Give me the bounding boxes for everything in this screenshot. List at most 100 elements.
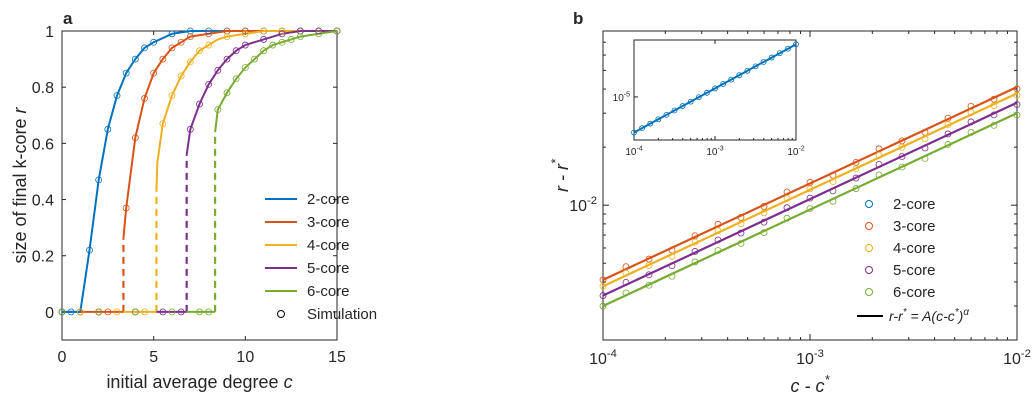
legend-label-4-core: 4-core [893, 240, 936, 257]
sim-point-2-core [168, 30, 176, 38]
data-point-6-core [829, 197, 837, 205]
inset-data-point-2-core [776, 50, 783, 57]
data-point-5-core [622, 278, 630, 286]
sim-point-6-core [333, 27, 341, 35]
sim-point-3-core [104, 308, 112, 316]
theory-curve-3-core [122, 30, 337, 239]
sim-point-6-core [260, 47, 268, 55]
data-point-6-core [990, 121, 998, 129]
legend-label-3-core: 3-core [893, 218, 936, 235]
fit-line-5-core [602, 101, 1018, 297]
inset-data-point-2-core [631, 129, 637, 136]
x-tick-label-a: 5 [149, 349, 158, 366]
data-point-4-core [783, 194, 791, 202]
x-axis-label-b: c - c* [791, 373, 831, 396]
x-tick-label-b: 10-2 [1003, 348, 1031, 368]
sim-point-5-core [232, 47, 240, 55]
data-point-4-core [829, 178, 837, 185]
sim-point-4-core [205, 41, 213, 49]
x-tick-label-b: 10-4 [589, 348, 617, 368]
inset-x-tick-label: 10-3 [706, 146, 723, 159]
data-point-5-core [1013, 101, 1021, 108]
sim-point-5-core [223, 55, 231, 63]
data-point-4-core [760, 209, 768, 217]
inset-data-point-2-core [720, 81, 726, 87]
sim-point-4-core [241, 30, 249, 38]
theory-curve-4-core [155, 30, 337, 192]
data-point-6-core [783, 214, 791, 222]
y-tick-label-a: 0.6 [32, 136, 54, 153]
inset-data-point-2-core [655, 116, 662, 123]
sim-point-3-core [168, 44, 176, 52]
sim-point-3-core [141, 95, 148, 102]
sim-point-5-core [196, 100, 203, 108]
data-point-4-core [944, 121, 952, 129]
data-point-6-core [737, 240, 745, 247]
sim-point-5-core [159, 308, 167, 316]
sim-point-3-core [150, 69, 158, 77]
data-point-6-core [599, 302, 607, 310]
inset-data-point-2-core [760, 59, 767, 65]
data-point-6-core [645, 281, 653, 289]
inset-data-point-2-core [647, 120, 654, 127]
data-point-6-core [714, 247, 722, 254]
inset-x-tick-label: 10-4 [625, 146, 642, 159]
sim-point-2-core [86, 246, 93, 254]
sim-point-4-core [260, 27, 268, 35]
sim-point-5-core [315, 27, 323, 35]
panel-a-chart: a 0 5 10 15 0 0.2 0.4 0.6 0.8 1 initial average deg… [10, 9, 377, 392]
inset-data-point-2-core [728, 76, 735, 83]
sim-point-6-core [232, 75, 240, 83]
sim-point-6-core [58, 308, 66, 316]
y-tick-label-a: 1 [45, 24, 54, 41]
data-point-5-core [921, 144, 929, 152]
sim-point-2-core [104, 125, 112, 133]
data-point-5-core [875, 161, 883, 168]
inset-data-point-2-core [695, 94, 702, 101]
inset-data-point-2-core [793, 41, 799, 48]
inset-x-tick-label: 10-2 [787, 146, 804, 159]
data-point-6-core [967, 129, 975, 136]
data-point-4-core [622, 269, 630, 277]
data-point-6-core [1013, 111, 1021, 119]
inset-data-point-2-core [736, 72, 743, 79]
sim-point-2-core [122, 69, 130, 77]
data-point-5-core [944, 130, 952, 138]
sim-point-4-core [159, 120, 167, 128]
fit-line-4-core [602, 92, 1018, 288]
data-point-4-core [599, 282, 607, 290]
legend-label-simulation: Simulation [307, 306, 377, 323]
y-tick-label-a: 0.4 [32, 193, 54, 210]
panel-b-chart: b 10-4 10-3 10-2 10-2 c - c* r - r* 2-core 3-cor… [549, 9, 1031, 396]
sim-point-3-core [159, 55, 167, 63]
inset-data-point-2-core [671, 107, 678, 114]
legend-marker-3-core [865, 222, 873, 230]
data-point-5-core [806, 194, 814, 202]
inset-data-point-2-core [639, 125, 645, 132]
data-point-5-core [691, 248, 699, 255]
x-axis-label-a: initial average degree c [106, 372, 292, 392]
sim-point-5-core [177, 308, 185, 316]
sim-point-6-core [278, 38, 286, 46]
sim-point-6-core [95, 308, 103, 316]
sim-point-6-core [296, 33, 304, 41]
legend-label-fit: r-r* = A(c-c*)α [889, 307, 969, 324]
sim-point-2-core [113, 92, 121, 100]
legend-label-6-core: 6-core [307, 283, 350, 300]
data-point-5-core [783, 204, 791, 212]
sim-point-5-core [205, 80, 213, 88]
data-point-5-core [737, 229, 745, 237]
sim-point-6-core [315, 30, 323, 38]
x-tick-label-b: 10-3 [796, 348, 824, 368]
data-point-6-core [921, 155, 929, 162]
legend-marker-simulation [277, 310, 285, 318]
sim-point-5-core [278, 30, 286, 38]
sim-point-2-core [131, 55, 139, 63]
sim-point-4-core [141, 308, 148, 316]
sim-point-6-core [205, 308, 213, 316]
y-axis-label-b: r - r* [549, 158, 572, 192]
sim-point-3-core [177, 38, 185, 46]
data-point-4-core [990, 102, 998, 109]
data-point-6-core [898, 163, 906, 171]
